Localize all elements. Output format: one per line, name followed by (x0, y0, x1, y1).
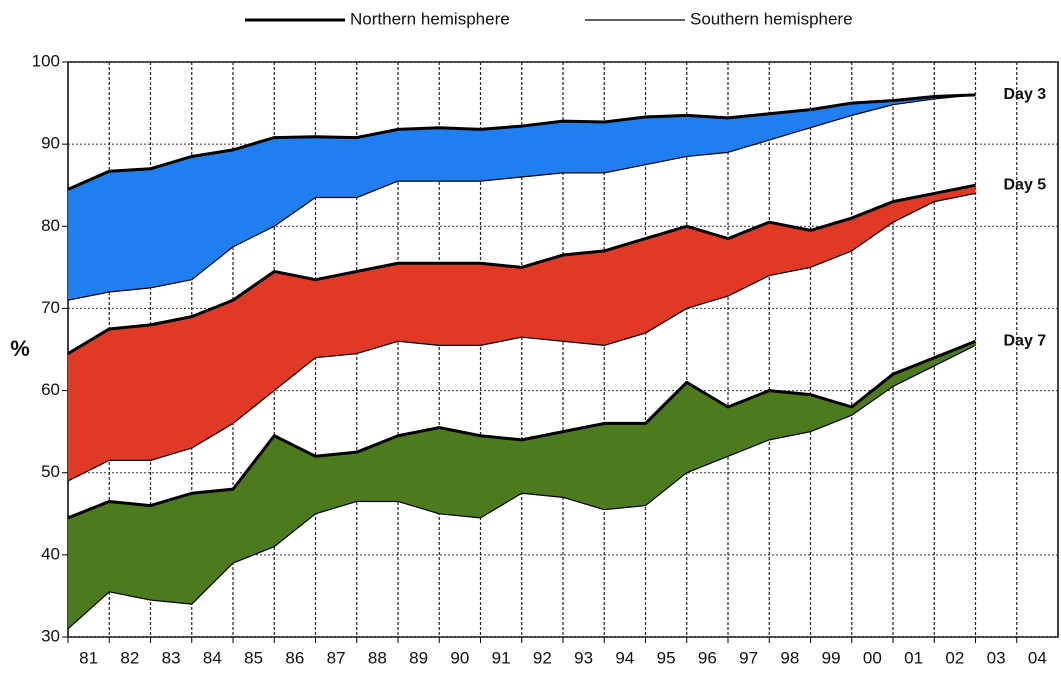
x-tick-label: 93 (574, 648, 593, 667)
x-tick-label: 04 (1028, 648, 1047, 667)
y-tick-label: 100 (32, 51, 60, 70)
y-tick-label: 40 (41, 544, 60, 563)
x-tick-label: 86 (285, 648, 304, 667)
x-tick-label: 94 (615, 648, 634, 667)
x-tick-label: 85 (244, 648, 263, 667)
legend-label: Southern hemisphere (690, 9, 853, 28)
x-tick-label: 88 (368, 648, 387, 667)
x-tick-label: 90 (450, 648, 469, 667)
x-tick-label: 83 (162, 648, 181, 667)
x-tick-label: 00 (863, 648, 882, 667)
band-area (68, 341, 976, 629)
y-tick-label: 70 (41, 298, 60, 317)
x-tick-label: 92 (533, 648, 552, 667)
northern-line (67, 183, 976, 355)
x-tick-label: 03 (987, 648, 1006, 667)
x-tick-label: 97 (739, 648, 758, 667)
southern-line (67, 192, 976, 482)
y-tick-label: 30 (41, 626, 60, 645)
x-tick-label: 95 (657, 648, 676, 667)
y-tick-label: 90 (41, 134, 60, 153)
y-axis-label: % (10, 336, 30, 361)
series-label: Day 5 (1004, 176, 1047, 193)
series-label: Day 3 (1004, 86, 1047, 103)
northern-line (67, 339, 977, 520)
x-tick-label: 87 (327, 648, 346, 667)
y-tick-label: 60 (41, 380, 60, 399)
southern-line (67, 344, 976, 630)
x-tick-label: 02 (945, 648, 964, 667)
northern-line (67, 93, 976, 191)
series-label: Day 7 (1004, 333, 1047, 350)
x-tick-label: 89 (409, 648, 428, 667)
x-tick-label: 82 (120, 648, 139, 667)
southern-line (67, 94, 976, 301)
x-tick-label: 84 (203, 648, 222, 667)
x-tick-label: 98 (780, 648, 799, 667)
x-tick-label: 91 (492, 648, 511, 667)
x-tick-label: 99 (822, 648, 841, 667)
x-tick-label: 01 (904, 648, 923, 667)
y-tick-label: 50 (41, 462, 60, 481)
y-tick-label: 80 (41, 216, 60, 235)
x-tick-label: 81 (79, 648, 98, 667)
band-area (68, 185, 976, 481)
legend-label: Northern hemisphere (350, 9, 510, 28)
x-tick-label: 96 (698, 648, 717, 667)
